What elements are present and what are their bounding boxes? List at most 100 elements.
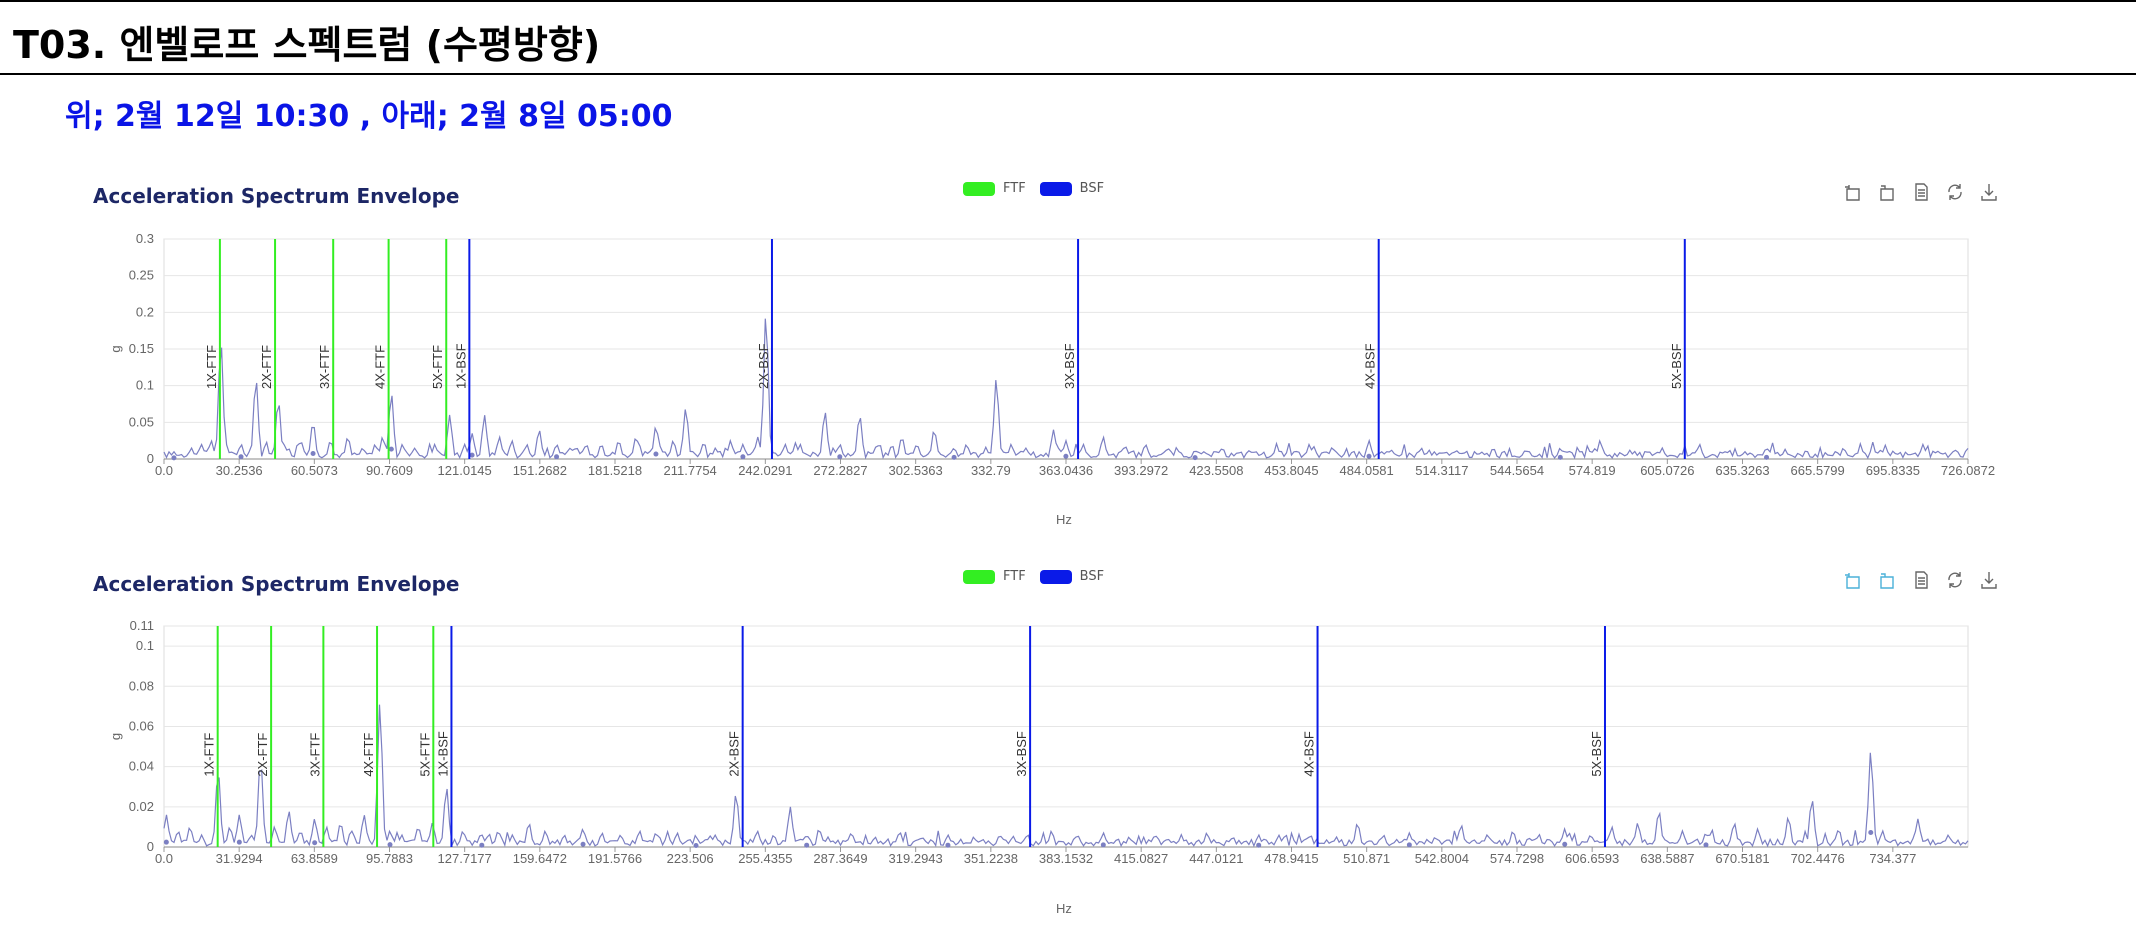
- x-tick-label: 63.8589: [291, 851, 338, 866]
- x-tick-label: 31.9294: [216, 851, 263, 866]
- marker-label-4x-bsf: 4X-BSF: [1363, 343, 1378, 389]
- marker-label-5x-ftf: 5X-FTF: [417, 733, 432, 777]
- spectrum-point: [479, 842, 485, 848]
- download-icon: [1981, 184, 1997, 201]
- chart-toolbox: [1840, 181, 2010, 203]
- spectrum-point: [945, 842, 951, 848]
- spectrum-point: [1256, 842, 1262, 848]
- x-tick-label: 453.8045: [1264, 463, 1318, 478]
- spectrum-point: [740, 454, 746, 460]
- data-view-button[interactable]: [1908, 569, 1934, 591]
- y-tick-label: 0.08: [129, 678, 154, 693]
- legend-item-ftf[interactable]: FTF: [963, 569, 1026, 584]
- y-tick-label: 0: [147, 839, 154, 854]
- data-view-button[interactable]: [1908, 181, 1934, 203]
- chart-legend: FTF BSF: [963, 181, 1118, 196]
- legend-swatch-bsf: [1039, 181, 1072, 196]
- legend-label-bsf: BSF: [1079, 181, 1105, 196]
- spectrum-point: [1562, 841, 1568, 847]
- download-button[interactable]: [1976, 569, 2002, 591]
- x-tick-label: 127.7177: [438, 851, 492, 866]
- x-tick-label: 734.377: [1869, 851, 1916, 866]
- download-icon: [1981, 572, 1997, 589]
- x-tick-label: 151.2682: [513, 463, 567, 478]
- marker-label-4x-bsf: 4X-BSF: [1302, 731, 1317, 777]
- zoom-reset-icon: [1880, 185, 1894, 201]
- x-axis-label: Hz: [1056, 901, 1072, 916]
- spectrum-point: [310, 451, 316, 456]
- x-tick-label: 181.5218: [588, 463, 642, 478]
- x-tick-label: 95.7883: [366, 851, 413, 866]
- spectrum-point: [1192, 455, 1198, 461]
- spectrum-point: [1100, 842, 1106, 848]
- marker-label-1x-ftf: 1X-FTF: [202, 733, 217, 777]
- x-tick-label: 272.2827: [813, 463, 867, 478]
- marker-label-5x-bsf: 5X-BSF: [1589, 731, 1604, 777]
- spectrum-point: [1063, 453, 1069, 459]
- legend-item-bsf[interactable]: BSF: [1039, 181, 1105, 196]
- slide-title: T03. 엔벨로프 스펙트럼 (수평방향): [13, 23, 601, 67]
- x-tick-label: 514.3117: [1415, 463, 1468, 478]
- slide-subtitle: 위; 2월 12일 10:30 , 아래; 2월 8일 05:00: [65, 99, 673, 134]
- marker-label-1x-bsf: 1X-BSF: [453, 343, 468, 389]
- spectrum-point: [653, 451, 659, 457]
- x-axis-label: Hz: [1056, 512, 1072, 527]
- restore-button[interactable]: [1942, 569, 1968, 591]
- marker-label-1x-ftf: 1X-FTF: [204, 345, 219, 389]
- marker-label-4x-ftf: 4X-FTF: [361, 733, 376, 777]
- spectrum-point: [1557, 454, 1563, 460]
- spectrum-point: [804, 842, 810, 848]
- y-tick-label: 0.1: [136, 378, 154, 393]
- x-tick-label: 478.9415: [1264, 851, 1318, 866]
- x-tick-label: 191.5766: [588, 851, 642, 866]
- spectrum-point: [1366, 453, 1372, 459]
- spectrum-point: [171, 455, 177, 461]
- spectrum-series-line: [163, 704, 1969, 848]
- zoom-icon: [1845, 185, 1860, 201]
- x-tick-label: 635.3263: [1715, 463, 1769, 478]
- x-tick-label: 332.79: [971, 463, 1011, 478]
- x-tick-label: 363.0436: [1039, 463, 1093, 478]
- marker-label-2x-bsf: 2X-BSF: [756, 343, 771, 389]
- zoom-reset-button[interactable]: [1874, 181, 1900, 203]
- y-tick-label: 0: [147, 451, 154, 466]
- zoom-button[interactable]: [1840, 569, 1866, 591]
- marker-label-4x-ftf: 4X-FTF: [373, 345, 388, 389]
- y-tick-label: 0.06: [129, 718, 154, 733]
- x-tick-label: 542.8004: [1415, 851, 1469, 866]
- legend-item-ftf[interactable]: FTF: [963, 181, 1026, 196]
- x-tick-label: 670.5181: [1715, 851, 1769, 866]
- restore-icon: [1948, 572, 1962, 588]
- x-tick-label: 319.2943: [889, 851, 943, 866]
- restore-button[interactable]: [1942, 181, 1968, 203]
- zoom-reset-icon: [1880, 573, 1894, 589]
- spectrum-point: [554, 454, 560, 460]
- chart-title: Acceleration Spectrum Envelope: [93, 184, 460, 208]
- x-tick-label: 211.7754: [664, 463, 717, 478]
- spectrum-point: [1764, 454, 1770, 460]
- zoom-button[interactable]: [1840, 181, 1866, 203]
- marker-label-5x-bsf: 5X-BSF: [1669, 343, 1684, 389]
- spectrum-point: [693, 842, 699, 848]
- x-tick-label: 484.0581: [1340, 463, 1394, 478]
- legend-item-bsf[interactable]: BSF: [1039, 569, 1105, 584]
- spectrum-point: [1703, 842, 1709, 848]
- download-button[interactable]: [1976, 181, 2002, 203]
- title-rule: [0, 73, 2136, 75]
- x-tick-label: 0.0: [155, 851, 173, 866]
- x-tick-label: 90.7609: [366, 463, 413, 478]
- legend-label-bsf: BSF: [1079, 569, 1105, 584]
- zoom-reset-button[interactable]: [1874, 569, 1900, 591]
- spectrum-point: [1406, 842, 1412, 848]
- x-tick-label: 605.0726: [1640, 463, 1694, 478]
- marker-label-2x-ftf: 2X-FTF: [255, 733, 270, 777]
- top-rule: [0, 0, 2136, 2]
- y-axis-label: g: [108, 733, 123, 740]
- spectrum-point: [387, 842, 393, 848]
- y-tick-label: 0.2: [136, 304, 154, 319]
- y-tick-label: 0.02: [129, 799, 154, 814]
- x-tick-label: 415.0827: [1114, 851, 1168, 866]
- x-tick-label: 665.5799: [1791, 463, 1845, 478]
- data-view-icon: [1915, 571, 1928, 589]
- x-tick-label: 726.0872: [1941, 463, 1995, 478]
